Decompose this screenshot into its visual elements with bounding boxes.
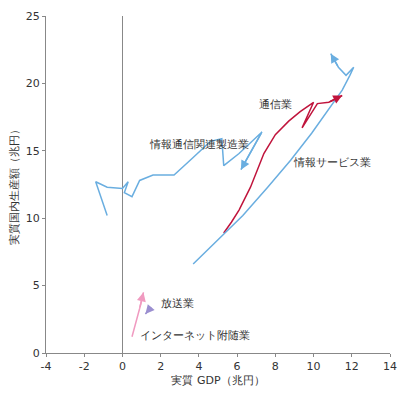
svg-text:0: 0: [33, 347, 40, 360]
svg-text:6: 6: [234, 360, 241, 373]
svg-text:-4: -4: [41, 360, 52, 373]
svg-text:通信業: 通信業: [259, 98, 292, 111]
svg-text:25: 25: [26, 10, 40, 23]
svg-text:実質国内生産額（兆円）: 実質国内生産額（兆円）: [8, 124, 21, 245]
svg-text:14: 14: [383, 360, 397, 373]
svg-text:5: 5: [33, 279, 40, 292]
svg-text:情報通信関連製造業: 情報通信関連製造業: [149, 138, 249, 151]
svg-text:10: 10: [26, 212, 40, 225]
svg-text:10: 10: [307, 360, 321, 373]
svg-text:2: 2: [157, 360, 164, 373]
svg-text:15: 15: [26, 145, 40, 158]
svg-text:12: 12: [345, 360, 359, 373]
svg-text:-2: -2: [79, 360, 90, 373]
svg-text:情報サービス業: 情報サービス業: [293, 156, 371, 169]
svg-text:4: 4: [195, 360, 202, 373]
svg-text:実質 GDP（兆円）: 実質 GDP（兆円）: [171, 374, 264, 387]
svg-text:0: 0: [119, 360, 126, 373]
svg-text:8: 8: [272, 360, 279, 373]
svg-text:放送業: 放送業: [161, 297, 194, 310]
svg-text:20: 20: [26, 77, 40, 90]
svg-text:インターネット附随業: インターネット附随業: [140, 329, 250, 342]
